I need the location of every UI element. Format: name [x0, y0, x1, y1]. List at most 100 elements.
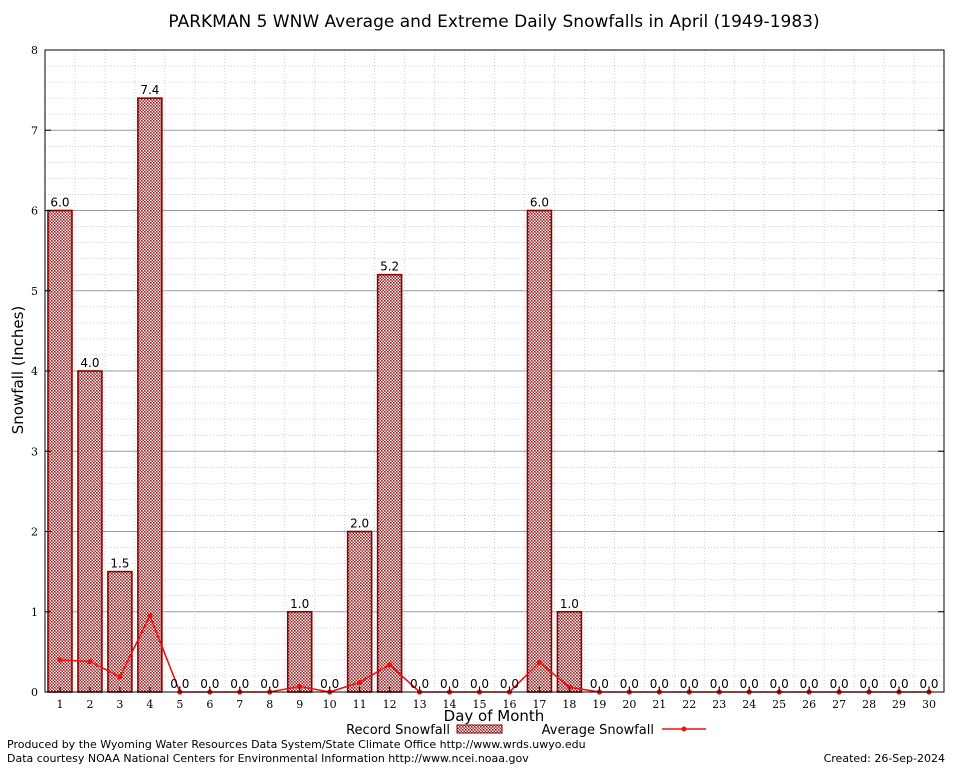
bar-day-12 [376, 273, 403, 693]
bar-day-11 [346, 530, 373, 693]
x-tick-label-29: 29 [892, 698, 906, 711]
y-tick-label: 2 [31, 526, 38, 539]
x-tick-label-10: 10 [323, 698, 337, 711]
average-point-day-9 [297, 683, 303, 689]
bar-label-day-11: 2.0 [350, 517, 369, 531]
grid [44, 49, 945, 693]
x-tick-label-15: 15 [473, 698, 487, 711]
y-axis-label: Snowfall (Inches) [9, 306, 27, 434]
bar-label-day-29: 0.0 [890, 677, 909, 691]
bar-label-day-1: 6.0 [50, 196, 69, 210]
y-tick-label: 8 [31, 44, 38, 57]
footer-produced-by: Produced by the Wyoming Water Resources … [7, 738, 586, 751]
bar-label-day-30: 0.0 [919, 677, 938, 691]
y-tick-label: 5 [31, 285, 38, 298]
bar-label-day-28: 0.0 [860, 677, 879, 691]
bar-day-17 [526, 209, 553, 693]
x-tick-label-20: 20 [622, 698, 636, 711]
bar-label-day-21: 0.0 [650, 677, 669, 691]
x-tick-label-13: 13 [413, 698, 427, 711]
bar-label-day-16: 0.0 [500, 677, 519, 691]
bar-day-9 [286, 610, 313, 693]
bar-label-day-24: 0.0 [740, 677, 759, 691]
bar-label-day-6: 0.0 [200, 677, 219, 691]
bar-label-day-2: 4.0 [80, 356, 99, 370]
chart-title: PARKMAN 5 WNW Average and Extreme Daily … [168, 12, 819, 32]
x-tick-label-7: 7 [236, 698, 243, 711]
bar-label-day-14: 0.0 [440, 677, 459, 691]
x-tick-label-25: 25 [772, 698, 786, 711]
legend-label-record: Record Snowfall [346, 723, 450, 738]
x-tick-label-6: 6 [206, 698, 213, 711]
y-tick-label: 0 [31, 686, 38, 699]
y-tick-label: 3 [31, 445, 38, 458]
x-tick-label-24: 24 [742, 698, 756, 711]
bar-label-day-27: 0.0 [830, 677, 849, 691]
x-tick-label-1: 1 [56, 698, 63, 711]
x-tick-label-5: 5 [176, 698, 183, 711]
bar-label-day-7: 0.0 [230, 677, 249, 691]
bar-label-day-20: 0.0 [620, 677, 639, 691]
x-tick-label-4: 4 [146, 698, 153, 711]
x-tick-label-27: 27 [832, 698, 846, 711]
x-tick-label-9: 9 [296, 698, 303, 711]
average-point-day-4 [147, 613, 153, 619]
x-tick-label-21: 21 [652, 698, 666, 711]
footer-created: Created: 26-Sep-2024 [824, 752, 945, 765]
x-tick-label-19: 19 [592, 698, 606, 711]
x-axis-label: Day of Month [444, 707, 545, 725]
average-point-day-17 [536, 659, 543, 665]
bar-value-labels: 6.0 4.0 1.5 7.4 0.0 0.0 0.0 0.0 1.0 0.0 2.0 5.2 0.0 0… [50, 83, 938, 691]
average-point-day-2 [87, 658, 93, 665]
legend-label-average: Average Snowfall [542, 723, 654, 738]
x-tick-label-28: 28 [862, 698, 876, 711]
legend: Record Snowfall Average Snowfall [346, 723, 706, 738]
x-tick-label-17: 17 [532, 698, 546, 711]
x-tick-label-14: 14 [443, 698, 457, 711]
x-axis-ticks: 1 2 3 4 5 6 7 8 9 10 11 12 13 14 15 16 17 18 19 20 21 22 23 24 2… [56, 687, 936, 711]
bar-label-day-25: 0.0 [770, 677, 789, 691]
bar-label-day-10: 0.0 [320, 677, 339, 691]
x-tick-label-12: 12 [383, 698, 397, 711]
bar-label-day-8: 0.0 [260, 677, 279, 691]
average-point-day-12 [387, 662, 393, 668]
bar-label-day-17: 6.0 [530, 196, 549, 210]
bar-day-4 [137, 97, 163, 693]
x-tick-label-2: 2 [86, 698, 93, 711]
y-tick-label: 4 [31, 365, 38, 378]
bar-label-day-18: 1.0 [560, 597, 579, 611]
x-tick-label-18: 18 [562, 698, 576, 711]
bar-label-day-5: 0.0 [170, 677, 189, 691]
bar-label-day-23: 0.0 [710, 677, 729, 691]
x-tick-label-8: 8 [266, 698, 273, 711]
bar-label-day-19: 0.0 [590, 677, 609, 691]
bar-label-day-12: 5.2 [380, 260, 399, 274]
y-axis-ticks: 0 1 2 3 4 5 6 7 8 [31, 44, 944, 699]
bar-label-day-26: 0.0 [800, 677, 819, 691]
bar-label-day-22: 0.0 [680, 677, 699, 691]
average-point-day-11 [357, 679, 363, 685]
average-point-day-3 [117, 674, 123, 680]
bar-day-2 [77, 370, 103, 693]
legend-swatch-record [456, 724, 503, 734]
footer-data-courtesy: Data courtesy NOAA National Centers for … [7, 752, 529, 765]
average-point-day-1 [57, 657, 63, 663]
legend-marker-average [681, 726, 687, 732]
x-tick-label-22: 22 [682, 698, 696, 711]
bar-day-1 [47, 209, 73, 693]
bar-label-day-13: 0.0 [410, 677, 429, 691]
x-tick-label-23: 23 [712, 698, 726, 711]
x-tick-label-30: 30 [922, 698, 936, 711]
y-tick-label: 1 [31, 606, 38, 619]
x-tick-label-11: 11 [353, 698, 367, 711]
record-snowfall-bars [47, 97, 583, 693]
y-tick-label: 6 [31, 205, 38, 218]
bar-label-day-15: 0.0 [470, 677, 489, 691]
bar-label-day-3: 1.5 [110, 557, 129, 571]
x-tick-label-3: 3 [116, 698, 123, 711]
x-tick-label-16: 16 [502, 698, 516, 711]
bar-label-day-9: 1.0 [290, 597, 309, 611]
x-tick-label-26: 26 [802, 698, 816, 711]
bar-day-3 [107, 570, 133, 693]
